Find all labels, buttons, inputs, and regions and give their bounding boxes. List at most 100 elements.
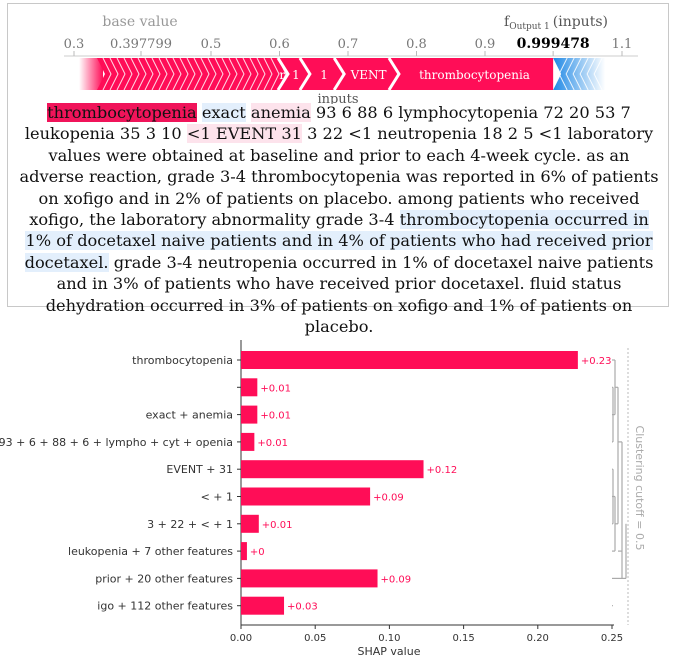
force-segment-label: 1 [320,68,328,82]
bar-value-label: +0.01 [260,383,291,394]
force-segment-divider [276,57,290,91]
positive-chevron [130,57,140,91]
category-label: leukopenia + 7 other features [68,545,233,558]
positive-chevron [172,57,182,91]
positive-chevron [221,57,231,91]
force-axis-tick-label: 0.397799 [110,37,172,52]
shap-bar [241,514,259,533]
force-axis: 0.3 0.397799 0.5 0.6 0.7 0.8 0.9 0.999478 1.1 [64,36,638,57]
positive-chevron [165,57,175,91]
category-label: thrombocytopenia [132,354,233,367]
negative-chevron [593,57,603,91]
shap-bar [241,569,378,588]
force-plot-panel: base value fOutput 1 (inputs) 0.3 0.397799… [7,3,669,336]
negative-chevron [558,57,568,91]
positive-chevron [235,57,245,91]
positive-band [96,58,554,90]
positive-chevron [109,57,119,91]
base-value-label: base value [102,14,177,30]
positive-chevron [270,57,280,91]
bar-value-label: +0.09 [381,574,412,585]
negative-chevron [586,57,596,91]
force-axis-tick-label: 0.3 [64,37,85,52]
x-axis-label: SHAP value [358,645,421,658]
text-token: 3 22 <1 neutropenia 18 2 5 <1 laboratory… [19,124,659,230]
force-axis-tick-label: 0.7 [338,37,359,52]
category-label: EVENT + 31 [166,463,233,476]
positive-chevron [123,57,133,91]
shap-bar [241,596,285,615]
text-token: 93 6 88 6 lymphocytopenia 72 20 53 7 leu… [24,103,631,144]
shap-bar [241,378,258,397]
positive-fade [78,58,103,90]
positive-chevron [137,57,147,91]
clustering-cutoff-label: Clustering cutoff = 0.5 [633,426,646,551]
force-axis-tick-label: 0.9 [475,37,496,52]
x-tick-label: 0.15 [452,633,474,644]
cluster-dendrogram [612,359,627,607]
force-segment-label: thrombocytopenia [419,68,530,82]
negative-band [553,58,606,90]
positive-chevron [242,57,252,91]
positive-chevron [179,57,189,91]
bar-value-label: +0.03 [287,602,318,613]
shap-bar [241,432,255,451]
negative-chevron [579,57,589,91]
shap-bar [241,487,371,506]
positive-chevron [144,57,154,91]
negative-chevron [572,57,582,91]
force-axis-tick-label: 0.6 [269,37,290,52]
negative-chevron [565,57,575,91]
positive-chevron [116,57,126,91]
x-tick-label: 0.00 [230,633,252,644]
force-segment-divider [298,57,312,91]
shap-bar [241,405,258,424]
category-label: < + 1 [201,491,233,504]
bar-value-label: +0.01 [262,520,293,531]
category-label: 3 + 22 + < + 1 [147,518,233,531]
force-axis-tick-label: 1.1 [612,37,633,52]
positive-chevron [207,57,217,91]
positive-chevron [214,57,224,91]
force-segment-label: r [279,68,285,82]
force-segment-divider [387,57,401,91]
positive-chevron [263,57,273,91]
shap-bar [241,351,578,369]
force-segment-label: 1 [292,68,300,82]
text-token: 3 10 [145,124,182,144]
force-axis-tick-label: 0.999478 [517,36,590,52]
force-bars: r 1 1 VENT thrombocytopenia [78,57,606,91]
category-label: exact + anemia [146,409,233,422]
positive-chevron [186,57,196,91]
x-tick-label: 0.10 [378,633,400,644]
bar-value-label: +0.01 [257,438,288,449]
positive-chevron [193,57,203,91]
inputs-label: inputs [317,92,358,104]
force-plot: base value fOutput 1 (inputs) 0.3 0.397799… [64,14,638,104]
force-axis-tick-label: 0.8 [406,37,427,52]
bar-value-label: +0.09 [373,493,404,504]
bar-chart-bars: +0.23 +0.01 +0.01 +0.01 +0.12 +0.09 +0.01 +0 +0.… [241,351,612,615]
positive-chevron [249,57,259,91]
x-tick-label: 0.25 [601,633,623,644]
category-label: igo + 112 other features [97,600,233,613]
positive-chevron [200,57,210,91]
force-segment-divider [332,57,346,91]
shap-bar [241,542,247,561]
positive-chevron [102,57,112,91]
text-explanation: thrombocytopenia exact anemia 93 6 88 6 … [16,102,662,337]
positive-chevron [151,57,161,91]
bar-value-label: +0.01 [260,411,291,422]
text-token: anemia [250,103,311,122]
force-axis-tick-label: 0.5 [201,37,222,52]
bar-value-label: +0.12 [427,465,458,476]
positive-chevron [256,57,266,91]
text-token: thrombocytopenia [47,103,197,122]
category-label: 93 + 6 + 88 + 6 + lympho + cyt + openia [0,436,233,449]
x-tick-label: 0.05 [304,633,326,644]
text-token: grade 3-4 neutropenia occurred in 1% of … [45,252,654,337]
shap-bar [241,460,424,479]
positive-chevron [158,57,168,91]
bar-value-label: +0.23 [581,356,612,367]
category-label: prior + 20 other features [95,572,233,585]
